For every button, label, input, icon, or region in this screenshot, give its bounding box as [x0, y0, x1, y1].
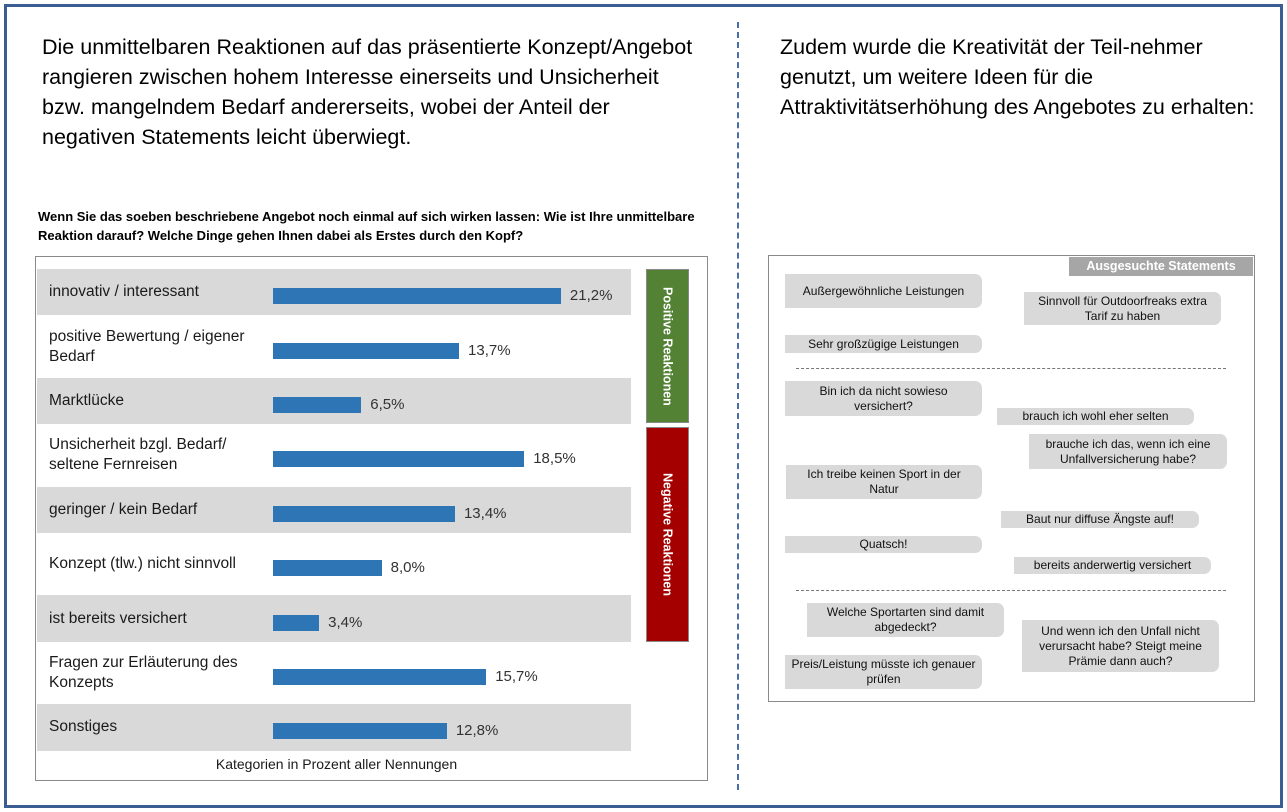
- bar: [273, 668, 487, 685]
- bar: [273, 451, 525, 468]
- statement-bubble: brauch ich wohl eher selten: [997, 408, 1194, 425]
- category-label: Konzept (tlw.) nicht sinnvoll: [49, 555, 236, 573]
- value-label: 13,7%: [468, 341, 511, 359]
- group-label: Negative Reaktionen: [660, 473, 675, 596]
- category-label: Sonstiges: [49, 718, 118, 736]
- chart-row: ist bereits versichert 3,4%: [37, 595, 631, 642]
- category-label: geringer / kein Bedarf: [49, 500, 198, 518]
- category-label: Unsicherheit bzgl. Bedarf/ seltene Fernr…: [49, 436, 227, 474]
- slide-frame: [4, 4, 1283, 808]
- bar-chart: innovativ / interessant 21,2% positive Bew…: [35, 256, 708, 781]
- bar: [273, 342, 460, 359]
- bar: [273, 396, 362, 413]
- value-label: 15,7%: [495, 667, 538, 685]
- statement-bubble: Und wenn ich den Unfall nicht verursacht…: [1022, 620, 1219, 672]
- chart-row: Unsicherheit bzgl. Bedarf/ seltene Fernr…: [37, 432, 631, 478]
- category-label: ist bereits versichert: [49, 609, 187, 627]
- value-label: 8,0%: [390, 559, 425, 577]
- chart-row: Sonstiges 12,8%: [37, 704, 631, 751]
- separator: [796, 590, 1226, 591]
- category-label: Marktlücke: [49, 391, 124, 409]
- statement-bubble: Bin ich da nicht sowieso versichert?: [785, 381, 982, 416]
- statement-bubble: Sehr großzügige Leistungen: [785, 335, 982, 353]
- chart-row: positive Bewertung / eigener Bedarf 13,7%: [37, 323, 631, 369]
- group-label: Positive Reaktionen: [660, 286, 675, 406]
- chart-row: innovativ / interessant 21,2%: [37, 269, 631, 316]
- chart-row: geringer / kein Bedarf 13,4%: [37, 486, 631, 533]
- statement-bubble: Preis/Leistung müsste ich genauer prüfen: [785, 655, 982, 689]
- bar: [273, 723, 447, 740]
- group-positive: Positive Reaktionen: [646, 269, 689, 423]
- group-negative: Negative Reaktionen: [646, 427, 689, 642]
- statement-bubble: Baut nur diffuse Ängste auf!: [1001, 511, 1199, 528]
- statement-bubble: Quatsch!: [785, 536, 982, 553]
- statement-bubble: Außergewöhnliche Leistungen: [785, 274, 982, 308]
- statement-bubble: Welche Sportarten sind damit abgedeckt?: [807, 603, 1004, 637]
- statement-bubble: brauche ich das, wenn ich eine Unfallver…: [1029, 434, 1227, 469]
- bar: [273, 560, 382, 577]
- statement-bubble: Sinnvoll für Outdoorfreaks extra Tarif z…: [1024, 292, 1221, 325]
- statement-bubble: bereits anderwertig versichert: [1014, 557, 1211, 574]
- bar: [273, 505, 455, 522]
- value-label: 3,4%: [328, 613, 363, 631]
- intro-text-right: Zudem wurde die Kreativität der Teil-neh…: [780, 35, 1255, 119]
- category-label: Fragen zur Erläuterung des Konzepts: [49, 653, 238, 691]
- chart-row: Marktlücke 6,5%: [37, 377, 631, 425]
- category-label: positive Bewertung / eigener Bedarf: [49, 327, 245, 365]
- value-label: 13,4%: [463, 504, 507, 522]
- chart-row: Fragen zur Erläuterung des Konzepts 15,7%: [37, 650, 631, 696]
- chart-title: Wenn Sie das soeben beschriebene Angebot…: [38, 209, 695, 243]
- bar: [273, 614, 320, 631]
- x-axis-label: Kategorien in Prozent aller Nennungen: [215, 756, 458, 772]
- chart-row: Konzept (tlw.) nicht sinnvoll 8,0%: [37, 541, 631, 587]
- intro-text-left: Die unmittelbaren Reaktionen auf das prä…: [42, 35, 693, 149]
- statements-header: Ausgesuchte Statements: [1069, 257, 1253, 276]
- value-label: 12,8%: [455, 722, 499, 740]
- column-divider: [737, 22, 739, 790]
- separator: [796, 368, 1226, 369]
- value-label: 18,5%: [533, 450, 576, 468]
- bar: [273, 288, 561, 305]
- value-label: 21,2%: [569, 287, 613, 305]
- statements-panel: Ausgesuchte Statements Außergewöhnliche …: [768, 255, 1255, 702]
- category-label: innovativ / interessant: [49, 283, 199, 301]
- value-label: 6,5%: [370, 395, 405, 413]
- statement-bubble: Ich treibe keinen Sport in der Natur: [786, 465, 982, 499]
